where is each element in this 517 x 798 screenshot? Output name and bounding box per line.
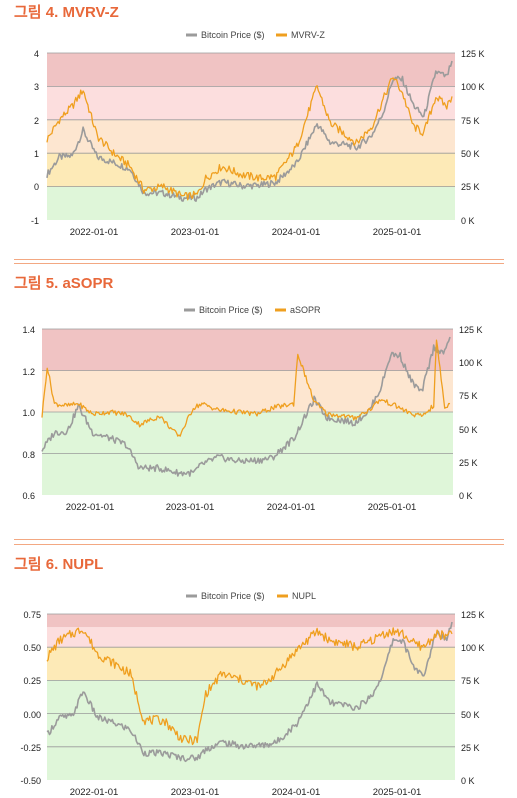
right-tick: 75 K: [461, 116, 480, 126]
panel-title-asopr: 그림 5. aSOPR: [14, 275, 114, 292]
left-axis: 4 3 2 1 0 -1: [31, 49, 39, 226]
grid-lines: [47, 613, 455, 748]
series-line-metric: [46, 77, 453, 201]
left-tick: 3: [34, 82, 39, 92]
right-axis: 125 K 100 K 75 K 50 K 25 K 0 K: [459, 325, 483, 501]
asopr-chart: Bitcoin Price ($) aSOPR 1.4 1.2 1.0 0.8 …: [22, 305, 483, 513]
zone-band: [47, 647, 455, 681]
series-line-bitcoin-price: [46, 621, 453, 763]
left-tick: 0.6: [22, 491, 35, 501]
chart-legend: Bitcoin Price ($) MVRV-Z: [186, 30, 325, 40]
zone-band: [47, 53, 455, 87]
legend-metric-label: aSOPR: [290, 305, 321, 315]
x-tick: 2022-01-01: [70, 227, 119, 238]
zone-band: [47, 680, 455, 780]
x-tick: 2024-01-01: [272, 787, 321, 798]
right-tick: 25 K: [459, 458, 478, 468]
right-tick: 100 K: [461, 643, 485, 653]
x-tick: 2023-01-01: [171, 787, 220, 798]
left-tick: -1: [31, 216, 39, 226]
chart-legend: Bitcoin Price ($) aSOPR: [184, 305, 321, 315]
separator-line: [14, 539, 504, 540]
right-tick: 25 K: [461, 182, 480, 192]
left-tick: 1.4: [22, 325, 35, 335]
mvrv-z-chart: Bitcoin Price ($) MVRV-Z 4 3 2 1 0 -1 12…: [31, 30, 485, 238]
panel-title-nupl: 그림 6. NUPL: [14, 556, 104, 573]
left-tick: -0.25: [20, 743, 41, 753]
left-tick: 0.8: [22, 450, 35, 460]
left-axis: 1.4 1.2 1.0 0.8 0.6: [22, 325, 35, 501]
x-tick: 2025-01-01: [368, 502, 417, 513]
right-tick: 75 K: [459, 391, 478, 401]
series-line-metric: [41, 339, 451, 437]
x-tick: 2023-01-01: [166, 502, 215, 513]
right-tick: 25 K: [461, 743, 480, 753]
right-tick: 125 K: [459, 325, 483, 335]
right-axis: 125 K 100 K 75 K 50 K 25 K 0 K: [461, 49, 485, 226]
zone-band: [47, 153, 455, 187]
left-tick: 0.25: [23, 676, 41, 686]
x-tick: 2023-01-01: [171, 227, 220, 238]
x-tick: 2022-01-01: [66, 502, 115, 513]
legend-price-label: Bitcoin Price ($): [199, 305, 263, 315]
zone-band: [47, 627, 455, 648]
left-axis: 0.75 0.50 0.25 0.00 -0.25 -0.50: [20, 610, 41, 786]
chart-legend: Bitcoin Price ($) NUPL: [186, 591, 316, 601]
panel-title-mvrv: 그림 4. MVRV-Z: [14, 4, 119, 21]
nupl-chart: Bitcoin Price ($) NUPL 0.75 0.50 0.25 0.…: [20, 591, 485, 798]
right-axis: 125 K 100 K 75 K 50 K 25 K 0 K: [461, 610, 485, 786]
x-axis: 2022-01-01 2023-01-01 2024-01-01 2025-01…: [70, 227, 422, 238]
right-tick: 100 K: [461, 82, 485, 92]
right-tick: 50 K: [461, 710, 480, 720]
series-lines: [46, 621, 453, 763]
left-tick: 0.50: [23, 643, 41, 653]
zone-band: [42, 329, 453, 371]
zone-band: [47, 119, 455, 154]
left-tick: 1: [34, 149, 39, 159]
legend-metric-label: NUPL: [292, 591, 316, 601]
x-tick: 2024-01-01: [267, 502, 316, 513]
zone-bands: [47, 53, 455, 220]
left-tick: 0: [34, 182, 39, 192]
right-tick: 0 K: [461, 776, 475, 786]
left-tick: 1.2: [22, 367, 35, 377]
left-tick: 0.00: [23, 710, 41, 720]
separator-line: [14, 544, 504, 545]
series-lines: [46, 60, 453, 202]
series-line-metric: [46, 627, 453, 746]
x-axis: 2022-01-01 2023-01-01 2024-01-01 2025-01…: [70, 787, 422, 798]
legend-price-label: Bitcoin Price ($): [201, 30, 265, 40]
right-tick: 125 K: [461, 49, 485, 59]
x-tick: 2022-01-01: [70, 787, 119, 798]
x-tick: 2025-01-01: [373, 227, 422, 238]
zone-band: [47, 186, 455, 220]
separator-line: [14, 259, 504, 260]
series-lines: [41, 336, 451, 477]
right-tick: 50 K: [461, 149, 480, 159]
x-axis: 2022-01-01 2023-01-01 2024-01-01 2025-01…: [66, 502, 417, 513]
series-line-bitcoin-price: [46, 60, 453, 202]
series-line-bitcoin-price: [41, 336, 451, 477]
right-tick: 100 K: [459, 358, 483, 368]
right-tick: 75 K: [461, 676, 480, 686]
right-tick: 125 K: [461, 610, 485, 620]
zone-band: [47, 86, 455, 120]
left-tick: 4: [34, 49, 39, 59]
x-tick: 2024-01-01: [272, 227, 321, 238]
zone-band: [47, 614, 455, 628]
separator-line: [14, 263, 504, 264]
left-tick: 2: [34, 116, 39, 126]
right-tick: 50 K: [459, 425, 478, 435]
right-tick: 0 K: [459, 491, 473, 501]
left-tick: 0.75: [23, 610, 41, 620]
right-tick: 0 K: [461, 216, 475, 226]
left-tick: -0.50: [20, 776, 41, 786]
legend-price-label: Bitcoin Price ($): [201, 591, 265, 601]
x-tick: 2025-01-01: [373, 787, 422, 798]
legend-metric-label: MVRV-Z: [291, 30, 325, 40]
left-tick: 1.0: [22, 408, 35, 418]
